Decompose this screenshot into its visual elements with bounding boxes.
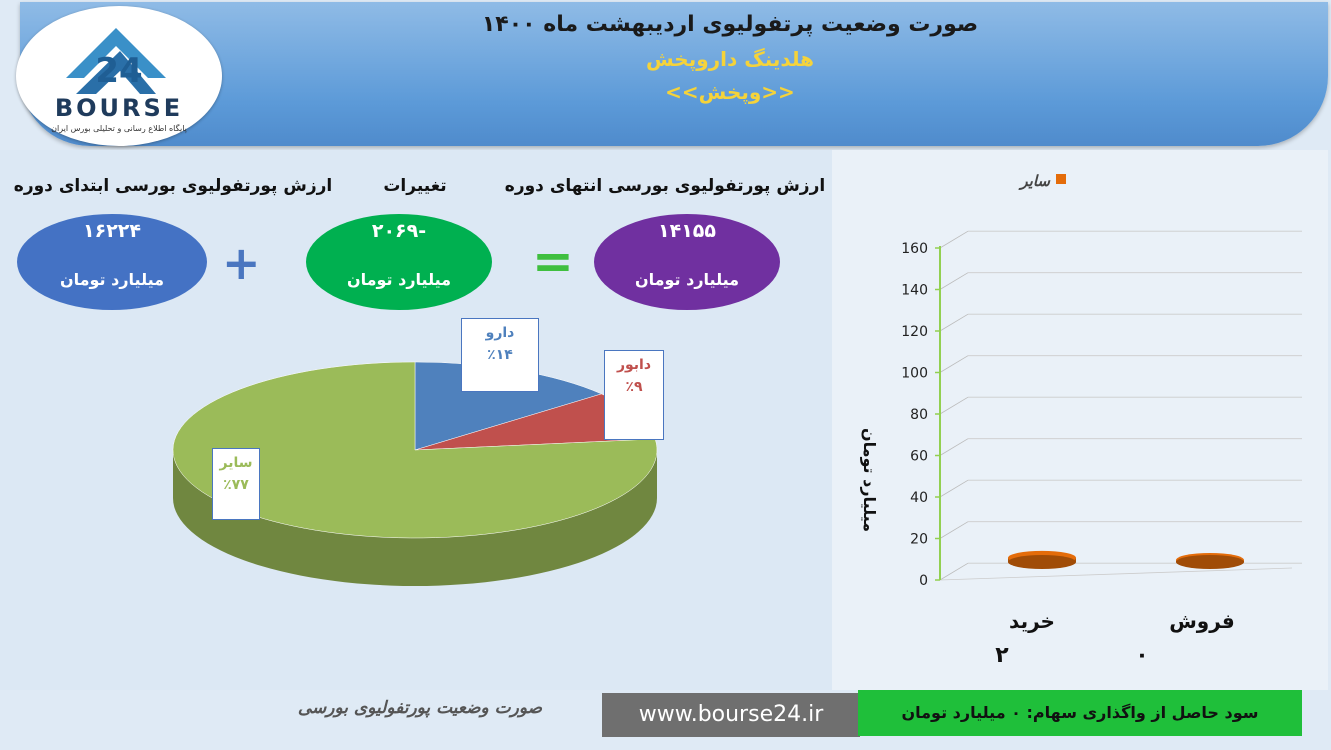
pie-label-daru: دارو ٪۱۴: [461, 318, 539, 392]
pie-label-dabour-value: ٪۹: [625, 379, 643, 395]
logo-mark-icon: 24: [66, 28, 166, 94]
pie-side-wall: [173, 450, 657, 586]
pie-label-daru-name: دارو: [485, 325, 515, 341]
start-value: ۱۶۲۲۴: [83, 220, 141, 242]
data-label-kharid: ۲: [995, 643, 1009, 668]
y-axis-label: میلیارد تومان: [860, 428, 879, 532]
y-tick-label-5: 100: [901, 366, 928, 382]
grid-diag-7: [939, 272, 969, 290]
transactions-bar-chart: سایر 0 20 40 60 80 100 120 140 160 میلیارد تومان…: [860, 172, 1302, 668]
pie-label-dabour: دابور ٪۹: [604, 350, 664, 440]
end-value-unit: میلیارد تومان: [634, 270, 740, 289]
grid-diag-2: [939, 479, 969, 498]
end-value: ۱۴۱۵۵: [658, 220, 716, 242]
transactions-chart-panel: [832, 150, 1328, 690]
change-unit: میلیارد تومان: [346, 270, 452, 289]
logo-subtitle: پایگاه اطلاع رسانی و تحلیلی بورس ایران: [51, 124, 187, 133]
legend-swatch: [1056, 174, 1066, 184]
grid-diag-6: [939, 313, 969, 332]
header-banner: صورت وضعیت پرتفولیوی اردیبهشت ماه ۱۴۰۰ ه…: [20, 2, 1328, 146]
company-symbol: <<وپخش>>: [665, 80, 795, 104]
logo-text: BOURSE: [54, 94, 184, 122]
pie-label-sayer-value: ٪۷۷: [223, 477, 249, 493]
page-title: صورت وضعیت پرتفولیوی اردیبهشت ماه ۱۴۰۰: [481, 12, 979, 37]
footer-title: صورت وضعیت پورتفولیوی بورسی: [297, 698, 543, 718]
y-tick-label-2: 40: [910, 490, 928, 506]
grid-diag-4: [939, 396, 969, 415]
grid-diag-8: [939, 230, 969, 249]
bar-base-1: [1176, 555, 1244, 569]
company-name: هلدینگ داروپخش: [646, 47, 814, 71]
end-value-label: ارزش پورتفولیوی بورسی انتهای دوره: [504, 176, 826, 196]
plus-icon: +: [222, 236, 261, 290]
grid-diag-0: [939, 562, 969, 581]
grid-diag-3: [939, 438, 969, 456]
category-label-kharid: خرید: [1009, 609, 1055, 633]
y-tick-label-3: 60: [910, 449, 928, 465]
legend-entry: سایر: [1018, 172, 1051, 190]
website-url-link[interactable]: www.bourse24.ir: [602, 693, 860, 737]
pie-label-dabour-name: دابور: [616, 357, 652, 373]
chart-grid: [939, 230, 1302, 581]
portfolio-pie-chart: [172, 361, 658, 586]
y-tick-label-1: 20: [910, 532, 928, 548]
sale-profit-banner: سود حاصل از واگذاری سهام: ۰ میلیارد توما…: [858, 690, 1302, 736]
category-label-foroush: فروش: [1169, 609, 1235, 633]
bourse24-logo: 24 BOURSE پایگاه اطلاع رسانی و تحلیلی بو…: [16, 6, 222, 146]
grid-diag-5: [939, 355, 969, 373]
logo-number: 24: [95, 51, 142, 91]
equals-icon: =: [532, 232, 574, 290]
y-tick-label-6: 120: [901, 324, 928, 340]
y-tick-label-0: 0: [919, 573, 928, 589]
y-tick-label-8: 160: [901, 241, 928, 257]
change-value: -۲۰۶۹: [371, 220, 427, 242]
pie-label-sayer-name: سایر: [219, 455, 253, 471]
bar-series: [1008, 550, 1244, 569]
start-value-label: ارزش پورتفولیوی بورسی ابتدای دوره: [13, 176, 333, 196]
pie-label-sayer: سایر ٪۷۷: [212, 448, 260, 520]
grid-diag-1: [939, 521, 969, 539]
end-value-ellipse: ۱۴۱۵۵ میلیارد تومان: [594, 214, 780, 310]
change-ellipse: -۲۰۶۹ میلیارد تومان: [306, 214, 492, 310]
bar-base-0: [1008, 555, 1076, 569]
start-value-unit: میلیارد تومان: [59, 270, 165, 289]
chart-floor-line: [939, 567, 1293, 581]
y-axis-ticks: 0 20 40 60 80 100 120 140 160: [901, 241, 940, 589]
pie-label-daru-value: ٪۱۴: [487, 347, 513, 363]
y-tick-label-4: 80: [910, 407, 928, 423]
data-label-foroush: ۰: [1135, 643, 1148, 668]
change-label: تغییرات: [383, 176, 447, 196]
start-value-ellipse: ۱۶۲۲۴ میلیارد تومان: [17, 214, 207, 310]
y-tick-label-7: 140: [901, 283, 928, 299]
